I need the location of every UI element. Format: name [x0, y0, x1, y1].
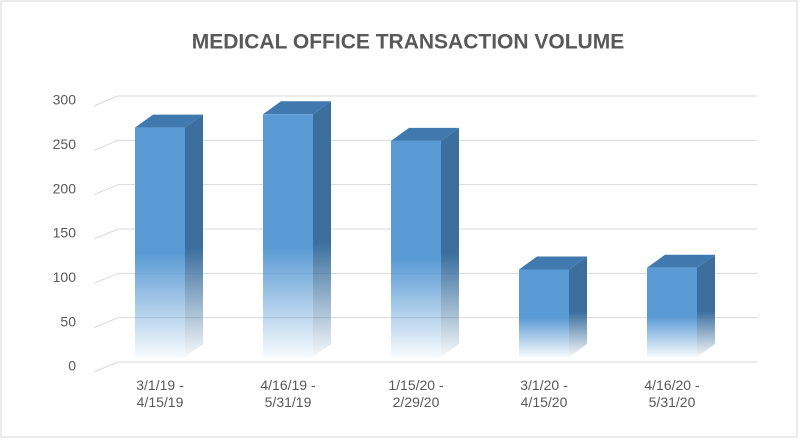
bar: [391, 140, 441, 357]
bar-side: [441, 127, 459, 358]
grid-line-depth: [93, 317, 119, 329]
chart-title: MEDICAL OFFICE TRANSACTION VOLUME: [192, 31, 624, 54]
bar: [647, 267, 697, 357]
bar-side: [185, 114, 203, 357]
bar-top: [647, 254, 715, 268]
x-tick-label: 4/16/19 - 5/31/19: [260, 377, 316, 410]
y-tick-label: 150: [53, 225, 77, 241]
y-tick-label: 50: [60, 313, 76, 329]
bar-top: [391, 127, 459, 141]
grid-line-depth: [93, 361, 119, 373]
bar-top: [135, 114, 203, 128]
y-tick-label: 200: [53, 180, 77, 196]
grid-line-depth: [93, 184, 119, 196]
grid-line-depth: [93, 272, 119, 284]
y-tick-label: 0: [68, 358, 76, 374]
bar-top: [263, 101, 331, 115]
y-tick-label: 300: [53, 92, 77, 108]
grid-line-depth: [93, 228, 119, 240]
y-tick-label: 250: [53, 136, 77, 152]
bar: [519, 269, 569, 357]
grid-line-depth: [93, 95, 119, 107]
grid-line-depth: [93, 139, 119, 151]
x-tick-label: 1/15/20 - 2/29/20: [388, 377, 444, 410]
bar: [135, 127, 185, 357]
y-tick-label: 100: [53, 269, 77, 285]
bar-top: [519, 256, 587, 270]
x-tick-label: 4/16/20 - 5/31/20: [644, 377, 700, 410]
bar-side: [569, 256, 587, 357]
bar: [263, 114, 313, 357]
x-tick-label: 3/1/20 - 4/15/20: [520, 377, 568, 410]
x-tick-label: 3/1/19 - 4/15/19: [136, 377, 184, 410]
bar-side: [697, 254, 715, 357]
bar-side: [313, 101, 331, 357]
